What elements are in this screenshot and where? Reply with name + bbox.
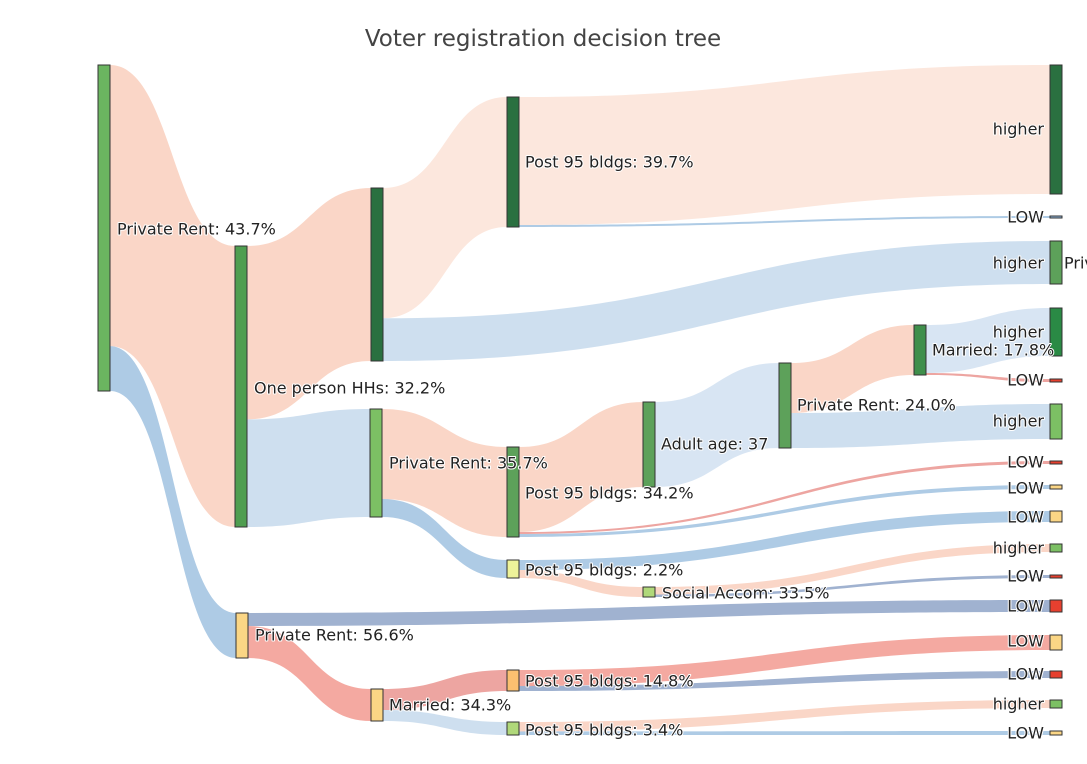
node-l12[interactable] [1049, 599, 1063, 613]
node-label-n11: Social Accom: 33.5% [662, 584, 829, 603]
node-label-l11: LOW [1007, 567, 1044, 586]
node-l2[interactable] [1049, 215, 1063, 219]
link-n15-l16 [519, 731, 1050, 735]
node-l16[interactable] [1049, 730, 1063, 736]
node-root[interactable] [97, 64, 111, 392]
node-l14[interactable] [1049, 670, 1063, 679]
link-n10-l9 [519, 511, 1050, 570]
node-label-l8: LOW [1007, 479, 1044, 498]
node-label-n10: Post 95 bldgs: 2.2% [525, 561, 683, 580]
link-n13-n15 [383, 710, 507, 735]
link-n9-l5 [926, 373, 1050, 382]
node-label-l16: LOW [1007, 724, 1044, 743]
node-n15[interactable] [506, 721, 520, 736]
link-n8-l6 [791, 404, 1050, 448]
link-n9-l4 [926, 308, 1050, 373]
node-n6[interactable] [506, 446, 520, 538]
node-label-n12: Private Rent: 56.6% [255, 626, 414, 645]
node-label-l15: higher [993, 695, 1045, 714]
node-label-n3: Private Rent: 30.8% [1064, 254, 1087, 273]
node-n4[interactable] [506, 96, 520, 228]
node-l15[interactable] [1049, 699, 1063, 709]
link-n12-l12 [248, 600, 1050, 626]
link-n5-n6 [382, 409, 507, 537]
link-n8-n9 [791, 325, 914, 413]
node-l1[interactable] [1049, 64, 1063, 195]
node-n11[interactable] [642, 586, 656, 598]
node-label-l4: higher [993, 323, 1045, 342]
node-n2[interactable] [370, 187, 384, 362]
node-l5[interactable] [1049, 378, 1063, 383]
node-label-n13: Married: 34.3% [389, 696, 511, 715]
node-label-l5: LOW [1007, 371, 1044, 390]
node-label-n9: Married: 17.8% [932, 341, 1054, 360]
node-n9[interactable] [913, 324, 927, 376]
link-n6-n7 [519, 402, 643, 532]
node-l8[interactable] [1049, 484, 1063, 490]
sankey-nodes [97, 64, 1063, 736]
link-n12-n13 [248, 626, 371, 721]
node-label-l2: LOW [1007, 208, 1044, 227]
chart-title: Voter registration decision tree [365, 26, 721, 52]
node-label-n4: Post 95 bldgs: 39.7% [525, 153, 694, 172]
link-n15-l15 [519, 700, 1050, 732]
link-n10-n11 [519, 570, 643, 597]
node-n7[interactable] [642, 401, 656, 488]
node-label-n5: Private Rent: 35.7% [389, 454, 548, 473]
link-n14-l13 [519, 635, 1050, 686]
link-n6-l7 [519, 461, 1050, 534]
link-n11-l10 [655, 544, 1050, 595]
node-label-l9: LOW [1007, 508, 1044, 527]
node-l13[interactable] [1049, 634, 1063, 651]
node-l9[interactable] [1049, 510, 1063, 523]
node-n1[interactable] [234, 245, 248, 528]
node-l4[interactable] [1049, 307, 1063, 357]
node-label-n8: Private Rent: 24.0% [797, 396, 956, 415]
sankey-links [110, 65, 1062, 735]
link-n2-n3 [383, 241, 1050, 361]
link-n4-l2 [519, 216, 1050, 227]
link-n1-n2 [247, 188, 371, 420]
node-n14[interactable] [506, 669, 520, 692]
node-l6[interactable] [1049, 403, 1063, 440]
node-l10[interactable] [1049, 543, 1063, 553]
link-n1-n5 [247, 409, 370, 527]
node-n10[interactable] [506, 559, 520, 579]
node-label-l12: LOW [1007, 597, 1044, 616]
node-label-n15: Post 95 bldgs: 3.4% [525, 721, 683, 740]
link-root-n1 [110, 65, 235, 527]
node-label-n6: Post 95 bldgs: 34.2% [525, 484, 694, 503]
node-label-l1: higher [993, 120, 1045, 139]
node-label-l3: higher [993, 254, 1045, 273]
node-label-l13: LOW [1007, 632, 1044, 651]
sankey-labels: Private Rent: 43.7% One person HHs: 32.2%… [116, 119, 1087, 744]
node-label-l7: LOW [1007, 453, 1044, 472]
link-root-n12 [110, 346, 236, 658]
node-label-n2: One person HHs: 32.2% [254, 379, 445, 398]
link-n13-n14 [383, 670, 507, 710]
node-label-l10: higher [993, 539, 1045, 558]
node-l11[interactable] [1049, 574, 1063, 579]
link-n4-l1 [519, 65, 1050, 226]
link-n7-n8 [655, 363, 779, 487]
link-n14-l14 [519, 671, 1050, 691]
node-l7[interactable] [1049, 460, 1063, 465]
link-n2-n4 [383, 97, 507, 319]
node-label-n1: Private Rent: 43.7% [117, 220, 276, 239]
link-n11-l11 [655, 575, 1050, 597]
node-label-l6: higher [993, 412, 1045, 431]
node-l3[interactable] [1049, 240, 1063, 285]
node-label-n7: Adult age: 37 [661, 435, 768, 454]
node-label-n14: Post 95 bldgs: 14.8% [525, 672, 694, 691]
node-n8[interactable] [778, 362, 792, 449]
node-n5[interactable] [369, 408, 383, 518]
link-n6-l8 [519, 485, 1050, 537]
link-n5-n10 [382, 499, 507, 578]
node-n12[interactable] [235, 612, 249, 659]
node-n13[interactable] [370, 688, 384, 722]
node-label-l14: LOW [1007, 665, 1044, 684]
